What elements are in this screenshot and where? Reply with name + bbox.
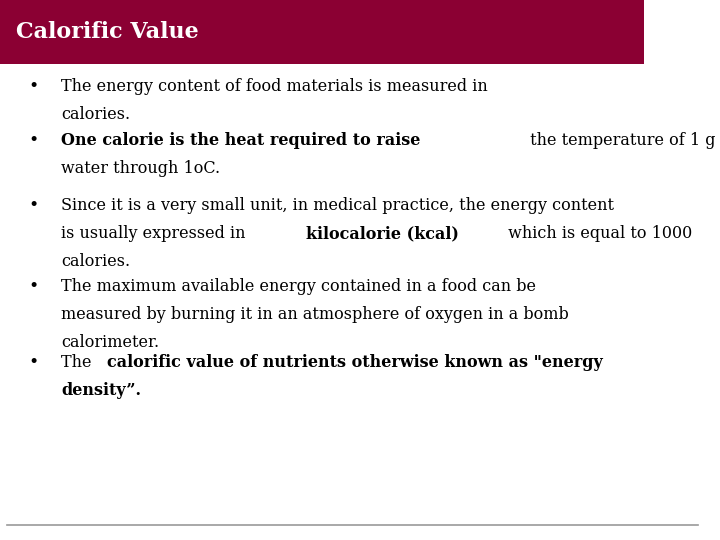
Text: One calorie is the heat required to raise: One calorie is the heat required to rais…: [61, 132, 420, 149]
Text: The energy content of food materials is measured in: The energy content of food materials is …: [61, 78, 488, 95]
Text: calorimeter.: calorimeter.: [61, 334, 159, 351]
Text: •: •: [29, 132, 39, 149]
Text: water through 1oC.: water through 1oC.: [61, 160, 220, 177]
Text: •: •: [29, 78, 39, 95]
Text: is usually expressed in: is usually expressed in: [61, 225, 251, 242]
Bar: [0, 0, 644, 64]
Text: •: •: [29, 354, 39, 370]
Text: measured by burning it in an atmosphere of oxygen in a bomb: measured by burning it in an atmosphere …: [61, 306, 569, 323]
Text: Calorific Value: Calorific Value: [16, 21, 199, 43]
Text: The: The: [61, 354, 96, 370]
Text: calories.: calories.: [61, 106, 130, 123]
Text: density”.: density”.: [61, 382, 141, 399]
Text: The maximum available energy contained in a food can be: The maximum available energy contained i…: [61, 278, 536, 295]
Text: •: •: [29, 278, 39, 295]
Text: which is equal to 1000: which is equal to 1000: [503, 225, 693, 242]
Text: the temperature of 1 g of: the temperature of 1 g of: [525, 132, 720, 149]
Text: kilocalorie (kcal): kilocalorie (kcal): [306, 225, 459, 242]
Text: Since it is a very small unit, in medical practice, the energy content: Since it is a very small unit, in medica…: [61, 197, 614, 214]
Text: •: •: [29, 197, 39, 214]
Text: calories.: calories.: [61, 253, 130, 270]
Text: calorific value of nutrients otherwise known as "energy: calorific value of nutrients otherwise k…: [107, 354, 603, 370]
